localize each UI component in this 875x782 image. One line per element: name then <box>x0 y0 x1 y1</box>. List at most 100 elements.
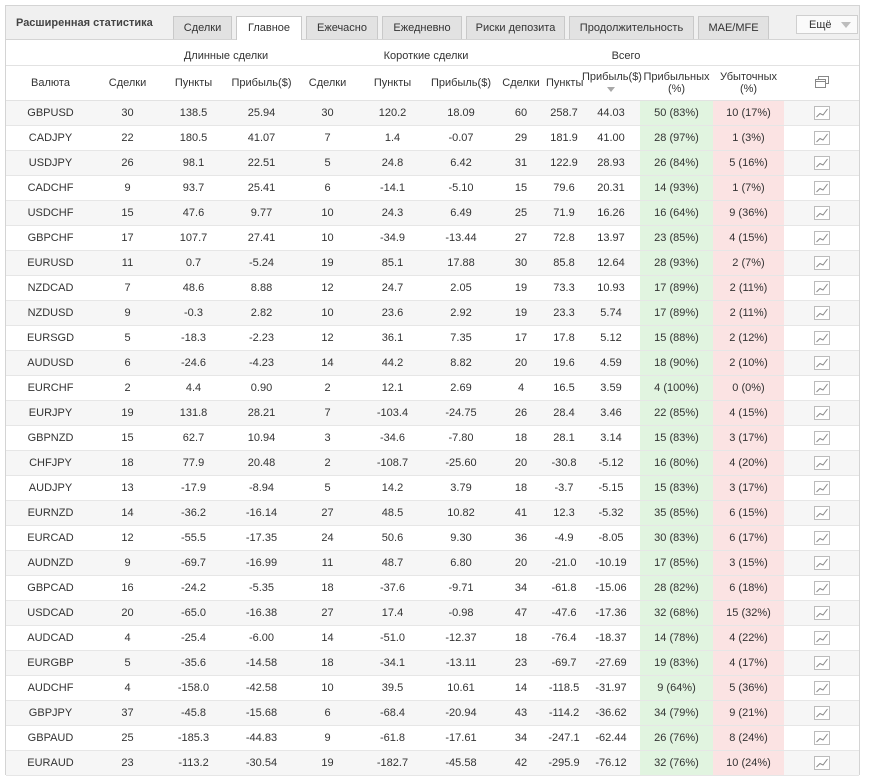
cell-long-points: -35.6 <box>160 650 227 676</box>
chart-icon[interactable] <box>813 406 830 420</box>
chart-icon[interactable] <box>813 206 830 220</box>
chart-icon[interactable] <box>813 181 830 195</box>
cell-long-points: 47.6 <box>160 200 227 226</box>
more-dropdown[interactable]: Ещё <box>796 15 858 34</box>
statistics-toolbar: Расширенная статистика Сделки Главное Еж… <box>6 6 859 40</box>
chart-icon[interactable] <box>813 606 830 620</box>
table-row[interactable]: NZDCAD 7 48.6 8.88 12 24.7 2.05 19 73.3 10.93 17 (… <box>6 275 859 301</box>
chart-icon[interactable] <box>813 706 830 720</box>
cell-total-deals: 14 <box>496 675 546 701</box>
tab-deals[interactable]: Сделки <box>173 16 232 39</box>
chart-icon[interactable] <box>813 231 830 245</box>
table-row[interactable]: AUDNZD 9 -69.7 -16.99 11 48.7 6.80 20 -21.0 -10.1… <box>6 550 859 576</box>
col-total-profit[interactable]: Прибыль($) <box>582 65 642 101</box>
table-row[interactable]: GBPCHF 17 107.7 27.41 10 -34.9 -13.44 27 72.8 13.… <box>6 225 859 251</box>
chart-icon[interactable] <box>813 156 830 170</box>
chart-icon[interactable] <box>813 556 830 570</box>
col-long-points[interactable]: Пункты <box>160 65 227 101</box>
table-row[interactable]: USDJPY 26 98.1 22.51 5 24.8 6.42 31 122.9 28.93 26… <box>6 150 859 176</box>
table-row[interactable]: GBPCAD 16 -24.2 -5.35 18 -37.6 -9.71 34 -61.8 -15… <box>6 575 859 601</box>
cell-long-points: 131.8 <box>160 400 227 426</box>
chart-icon[interactable] <box>813 381 830 395</box>
table-row[interactable]: GBPJPY 37 -45.8 -15.68 6 -68.4 -20.94 43 -114.2-… <box>6 700 859 726</box>
col-currency[interactable]: Валюта <box>6 65 95 101</box>
cell-short-profit: -24.75 <box>426 400 496 426</box>
tab-duration[interactable]: Продолжительность <box>569 16 694 39</box>
chart-icon[interactable] <box>813 731 830 745</box>
table-row[interactable]: EURSGD 5 -18.3 -2.23 12 36.1 7.35 17 17.8 5.12 15 … <box>6 325 859 351</box>
col-losing[interactable]: Убыточных (%) <box>713 65 784 101</box>
chart-icon[interactable] <box>813 456 830 470</box>
chart-icon[interactable] <box>813 681 830 695</box>
cell-winning: 16 (80%) <box>640 450 713 476</box>
table-row[interactable]: GBPAUD 25 -185.3 -44.83 9 -61.8 -17.61 34 -247.1… <box>6 725 859 751</box>
chart-icon[interactable] <box>813 356 830 370</box>
cell-currency: USDCHF <box>6 200 95 226</box>
cell-long-points: 180.5 <box>160 125 227 151</box>
cell-long-points: -113.2 <box>160 750 227 776</box>
table-row[interactable]: EURCAD 12 -55.5 -17.35 24 50.6 9.30 36 -4.9 -8.05… <box>6 525 859 551</box>
cell-currency: EURGBP <box>6 650 95 676</box>
cell-losing: 9 (21%) <box>713 700 784 726</box>
cell-total-deals: 23 <box>496 650 546 676</box>
chart-icon[interactable] <box>813 331 830 345</box>
col-long-deals[interactable]: Сделки <box>95 65 160 101</box>
table-row[interactable]: CHFJPY 18 77.9 20.48 2 -108.7 -25.60 20 -30.8 -5.… <box>6 450 859 476</box>
table-row[interactable]: GBPUSD 30 138.5 25.94 30 120.2 18.09 60 258.7 44.… <box>6 100 859 126</box>
cell-short-profit: -5.10 <box>426 175 496 201</box>
chart-icon[interactable] <box>813 131 830 145</box>
col-long-profit[interactable]: Прибыль($) <box>227 65 296 101</box>
table-row[interactable]: AUDUSD 6 -24.6 -4.23 14 44.2 8.82 20 19.6 4.59 18 … <box>6 350 859 376</box>
chart-icon[interactable] <box>813 106 830 120</box>
table-row[interactable]: AUDCHF 4 -158.0 -42.58 10 39.5 10.61 14 -118.5 -3… <box>6 675 859 701</box>
col-total-deals[interactable]: Сделки <box>496 65 546 101</box>
chart-icon[interactable] <box>813 581 830 595</box>
cell-long-deals: 2 <box>95 375 160 401</box>
table-row[interactable]: GBPNZD 15 62.7 10.94 3 -34.6 -7.80 18 28.1 3.14 15… <box>6 425 859 451</box>
col-short-points[interactable]: Пункты <box>359 65 426 101</box>
col-short-deals[interactable]: Сделки <box>296 65 359 101</box>
cell-long-points: 48.6 <box>160 275 227 301</box>
cell-short-points: -61.8 <box>359 725 426 751</box>
col-short-profit[interactable]: Прибыль($) <box>426 65 496 101</box>
chart-icon[interactable] <box>813 306 830 320</box>
chart-icon[interactable] <box>813 431 830 445</box>
cell-long-deals: 20 <box>95 600 160 626</box>
table-row[interactable]: AUDJPY 13 -17.9 -8.94 5 14.2 3.79 18 -3.7 -5.15 15… <box>6 475 859 501</box>
cell-short-points: 24.8 <box>359 150 426 176</box>
chart-icon[interactable] <box>813 256 830 270</box>
table-row[interactable]: NZDUSD 9 -0.3 2.82 10 23.6 2.92 19 23.3 5.74 17 (8… <box>6 300 859 326</box>
table-row[interactable]: EURUSD 11 0.7 -5.24 19 85.1 17.88 30 85.8 12.64 28… <box>6 250 859 276</box>
cell-losing: 2 (11%) <box>713 300 784 326</box>
table-row[interactable]: EURGBP 5 -35.6 -14.58 18 -34.1 -13.11 23 -69.7 -2… <box>6 650 859 676</box>
chart-icon[interactable] <box>813 756 830 770</box>
chart-icon[interactable] <box>813 506 830 520</box>
cell-losing: 6 (15%) <box>713 500 784 526</box>
chart-icon[interactable] <box>813 656 830 670</box>
chart-icon[interactable] <box>813 481 830 495</box>
table-row[interactable]: CADJPY 22 180.5 41.07 7 1.4 -0.07 29 181.9 41.00 2… <box>6 125 859 151</box>
chart-icon[interactable] <box>813 631 830 645</box>
table-row[interactable]: USDCHF 15 47.6 9.77 10 24.3 6.49 25 71.9 16.26 16 … <box>6 200 859 226</box>
table-row[interactable]: EURJPY 19 131.8 28.21 7 -103.4 -24.75 26 28.4 3.4… <box>6 400 859 426</box>
chart-icon[interactable] <box>813 281 830 295</box>
cell-short-deals: 19 <box>296 250 359 276</box>
cell-short-deals: 10 <box>296 225 359 251</box>
col-winning[interactable]: Прибыльных (%) <box>640 65 713 101</box>
cell-short-points: 85.1 <box>359 250 426 276</box>
table-row[interactable]: AUDCAD 4 -25.4 -6.00 14 -51.0 -12.37 18 -76.4 -18… <box>6 625 859 651</box>
table-row[interactable]: EURNZD 14 -36.2 -16.14 27 48.5 10.82 41 12.3 -5.3… <box>6 500 859 526</box>
tab-hourly[interactable]: Ежечасно <box>306 16 378 39</box>
cell-losing: 5 (36%) <box>713 675 784 701</box>
table-row[interactable]: EURAUD 23 -113.2 -30.54 19 -182.7 -45.58 42 -295… <box>6 750 859 776</box>
tab-daily[interactable]: Ежедневно <box>382 16 462 39</box>
col-chart-toggle[interactable] <box>784 65 859 101</box>
table-row[interactable]: USDCAD 20 -65.0 -16.38 27 17.4 -0.98 47 -47.6 -17… <box>6 600 859 626</box>
tab-main[interactable]: Главное <box>236 16 302 40</box>
tab-mae-mfe[interactable]: MAE/MFE <box>698 16 769 39</box>
table-row[interactable]: CADCHF 9 93.7 25.41 6 -14.1 -5.10 15 79.6 20.31 14… <box>6 175 859 201</box>
col-total-points[interactable]: Пункты <box>546 65 583 101</box>
table-row[interactable]: EURCHF 2 4.4 0.90 2 12.1 2.69 4 16.5 3.59 4 (100%)… <box>6 375 859 401</box>
tab-deposit-risks[interactable]: Риски депозита <box>466 16 565 39</box>
chart-icon[interactable] <box>813 531 830 545</box>
